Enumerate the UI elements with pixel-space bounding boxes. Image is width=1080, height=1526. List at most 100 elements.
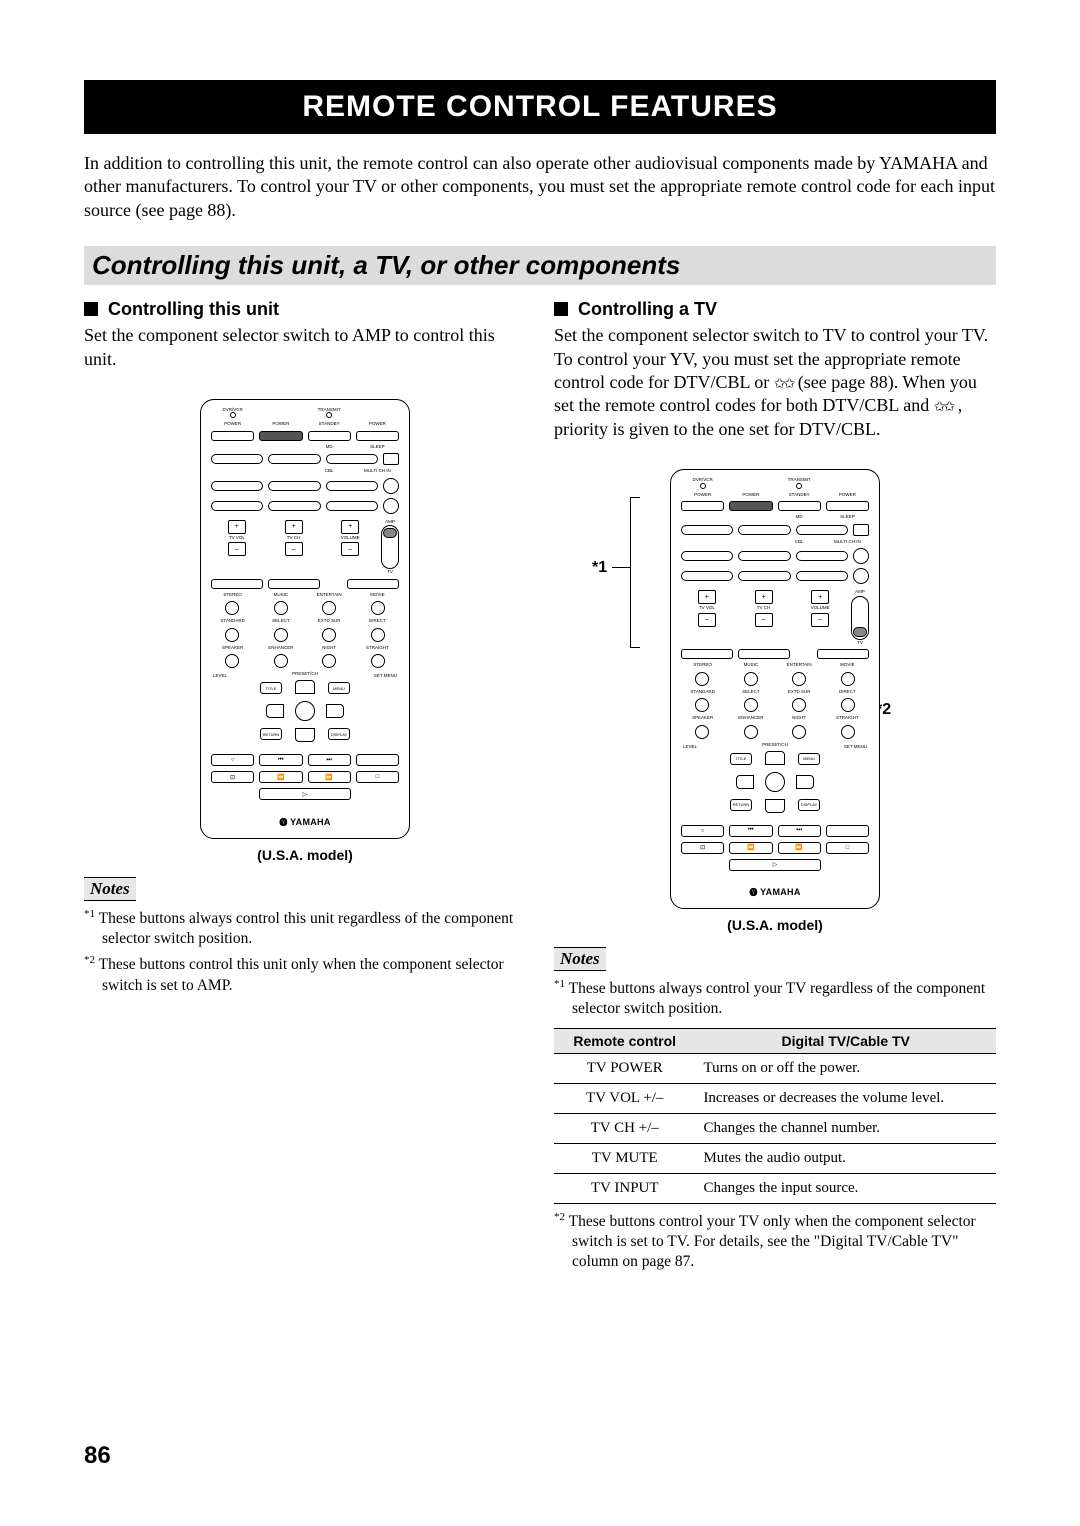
tvch-down[interactable]: – xyxy=(285,542,303,556)
tvvol-down[interactable]: – xyxy=(228,542,246,556)
tvmute-button[interactable] xyxy=(211,579,263,589)
sleep-button[interactable] xyxy=(853,524,869,536)
tvvol-down[interactable]: – xyxy=(698,613,716,627)
code-button[interactable] xyxy=(853,568,869,584)
star-button[interactable] xyxy=(326,501,378,511)
vaux-button[interactable] xyxy=(681,571,733,581)
next-button[interactable]: ⏭ xyxy=(308,754,351,766)
dvd-button[interactable] xyxy=(211,481,263,491)
vaux-button[interactable] xyxy=(211,501,263,511)
prog-1[interactable] xyxy=(695,672,709,686)
prog-6[interactable] xyxy=(744,698,758,712)
cdr-button[interactable] xyxy=(268,454,320,464)
tvinput-button[interactable] xyxy=(268,579,320,589)
prog-ent[interactable] xyxy=(371,654,385,668)
prog-9[interactable] xyxy=(225,654,239,668)
prog-3[interactable] xyxy=(322,601,336,615)
prog-6[interactable] xyxy=(274,628,288,642)
prog-9[interactable] xyxy=(695,725,709,739)
return-button[interactable]: RETURN xyxy=(730,799,752,811)
dvr-button[interactable] xyxy=(738,571,790,581)
tvmute-button[interactable] xyxy=(681,649,733,659)
ff-button[interactable]: ⏩ xyxy=(308,771,351,783)
cd-button[interactable] xyxy=(211,454,263,464)
dpad-left[interactable] xyxy=(736,775,754,789)
dpad-up[interactable] xyxy=(295,680,315,694)
rec-button[interactable]: ○ xyxy=(211,754,254,766)
vol-up[interactable]: + xyxy=(811,590,829,604)
tuner-button[interactable] xyxy=(796,551,848,561)
title-button[interactable]: TITLE xyxy=(730,753,752,765)
dpad-enter[interactable] xyxy=(295,701,315,721)
stop-button[interactable]: □ xyxy=(826,842,869,854)
prog-8[interactable] xyxy=(371,628,385,642)
prog-10[interactable] xyxy=(792,725,806,739)
tvch-up[interactable]: + xyxy=(285,520,303,534)
menu-button[interactable]: MENU xyxy=(798,753,820,765)
play-button[interactable]: ▷ xyxy=(259,788,351,800)
rec-button[interactable]: ○ xyxy=(681,825,724,837)
dpad-right[interactable] xyxy=(796,775,814,789)
prog-7[interactable] xyxy=(322,628,336,642)
standby-button[interactable] xyxy=(778,501,821,511)
dpad-down[interactable] xyxy=(295,728,315,742)
display-button[interactable]: DISPLAY xyxy=(328,728,350,740)
tvvol-up[interactable]: + xyxy=(228,520,246,534)
prog-4[interactable] xyxy=(841,672,855,686)
dvd-button[interactable] xyxy=(681,551,733,561)
rew-button[interactable]: ⏪ xyxy=(259,771,302,783)
tvch-down[interactable]: – xyxy=(755,613,773,627)
vol-down[interactable]: – xyxy=(811,613,829,627)
return-button[interactable]: RETURN xyxy=(260,728,282,740)
power-button[interactable] xyxy=(826,501,869,511)
tv-power-button[interactable] xyxy=(681,501,724,511)
selector-switch[interactable] xyxy=(381,525,399,569)
xm-button[interactable] xyxy=(326,454,378,464)
discskip-button[interactable]: ⊡ xyxy=(211,771,254,783)
prog-5[interactable] xyxy=(695,698,709,712)
xm-button[interactable] xyxy=(796,525,848,535)
prog-1[interactable] xyxy=(225,601,239,615)
prog-8[interactable] xyxy=(841,698,855,712)
prog-10[interactable] xyxy=(322,654,336,668)
dpad-right[interactable] xyxy=(326,704,344,718)
code-button[interactable] xyxy=(383,498,399,514)
tv-power-button[interactable] xyxy=(211,431,254,441)
rew-button[interactable]: ⏪ xyxy=(729,842,772,854)
tuner-button[interactable] xyxy=(326,481,378,491)
play-button[interactable]: ▷ xyxy=(729,859,821,871)
dpad-down[interactable] xyxy=(765,799,785,813)
standby-button[interactable] xyxy=(308,431,351,441)
selector-switch[interactable] xyxy=(851,596,869,640)
prev-button[interactable]: ⏮ xyxy=(259,754,302,766)
prog-2[interactable] xyxy=(744,672,758,686)
ff-button[interactable]: ⏩ xyxy=(778,842,821,854)
tvvol-up[interactable]: + xyxy=(698,590,716,604)
tvinput-button[interactable] xyxy=(738,649,790,659)
prog-0[interactable] xyxy=(744,725,758,739)
audio-button[interactable] xyxy=(826,825,869,837)
dpad-left[interactable] xyxy=(266,704,284,718)
cd-button[interactable] xyxy=(681,525,733,535)
discskip-button[interactable]: ⊡ xyxy=(681,842,724,854)
prog-ent[interactable] xyxy=(841,725,855,739)
prog-0[interactable] xyxy=(274,654,288,668)
cdr-button[interactable] xyxy=(738,525,790,535)
mute-button[interactable] xyxy=(817,649,869,659)
stop-button[interactable]: □ xyxy=(356,771,399,783)
multich-button[interactable] xyxy=(853,548,869,564)
power-button[interactable] xyxy=(356,431,399,441)
av-power-button[interactable] xyxy=(729,501,772,511)
vol-up[interactable]: + xyxy=(341,520,359,534)
star-button[interactable] xyxy=(796,571,848,581)
title-button[interactable]: TITLE xyxy=(260,682,282,694)
dpad-enter[interactable] xyxy=(765,772,785,792)
next-button[interactable]: ⏭ xyxy=(778,825,821,837)
dpad-up[interactable] xyxy=(765,751,785,765)
prog-2[interactable] xyxy=(274,601,288,615)
multich-button[interactable] xyxy=(383,478,399,494)
av-power-button[interactable] xyxy=(259,431,302,441)
mute-button[interactable] xyxy=(347,579,399,589)
tvch-up[interactable]: + xyxy=(755,590,773,604)
prog-5[interactable] xyxy=(225,628,239,642)
